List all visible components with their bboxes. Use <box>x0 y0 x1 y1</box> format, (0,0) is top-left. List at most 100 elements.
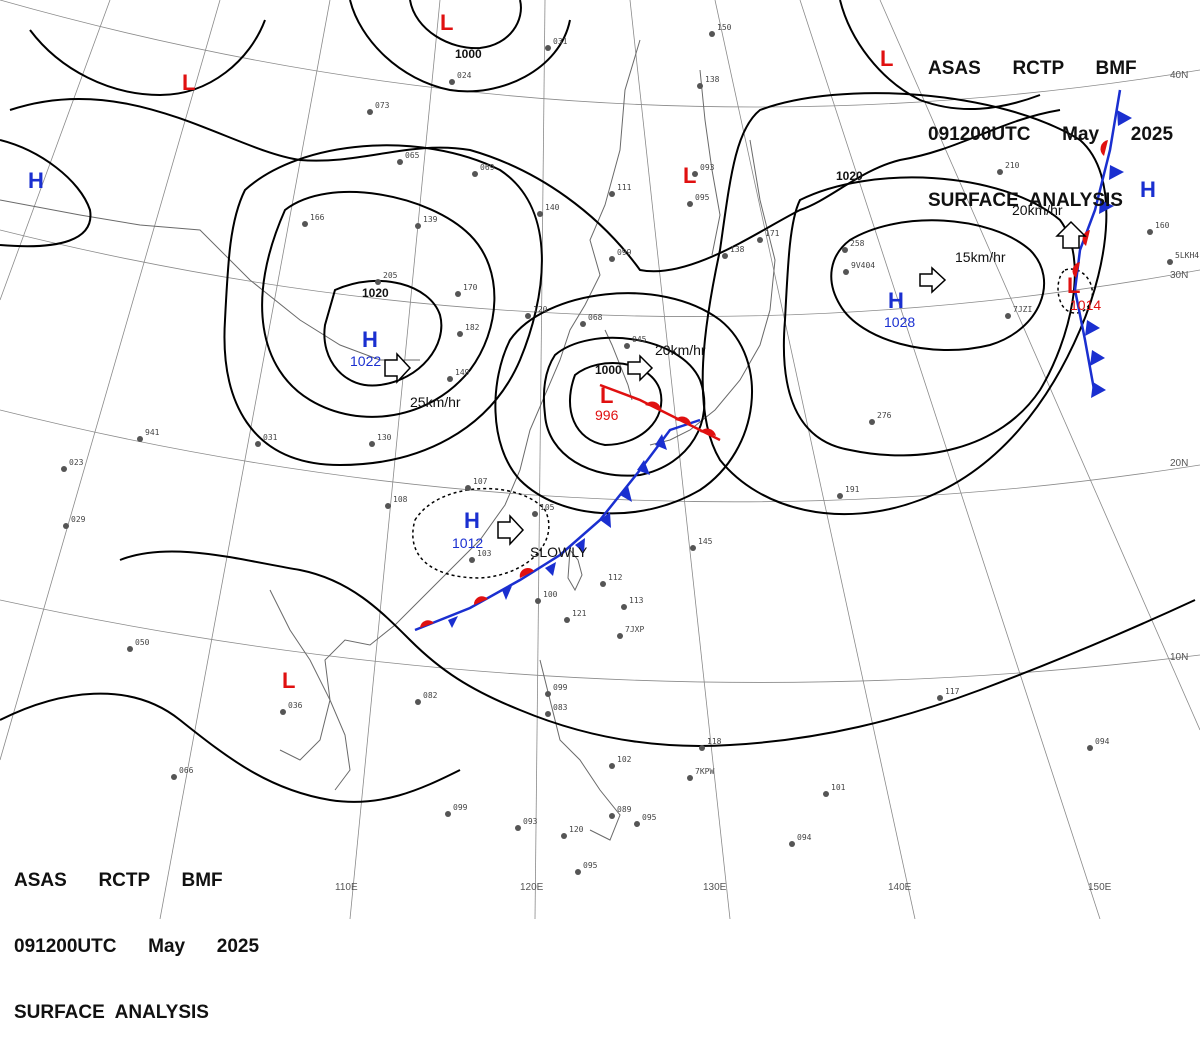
station-label: 023 <box>69 458 84 467</box>
station-label: 095 <box>642 813 657 822</box>
station-label: 065 <box>405 151 420 160</box>
isobar-h1012 <box>412 487 550 579</box>
coast-sakhalin <box>699 69 721 256</box>
station-marker <box>449 79 455 85</box>
parallel-40n <box>0 0 1200 108</box>
meridian-100e <box>159 0 331 919</box>
isobar-labels: 1000 1020 1000 1020 <box>362 47 863 377</box>
h-symbol: H <box>1140 177 1156 202</box>
station-marker <box>843 269 849 275</box>
motion-labels: 25km/hr SLOWLY 20km/hr 15km/hr 20km/hr <box>410 202 1063 560</box>
lat-label: 20N <box>1170 458 1188 469</box>
station-label: 150 <box>717 23 732 32</box>
station-label: 9V404 <box>851 261 875 270</box>
station-marker <box>537 211 543 217</box>
lat-label: 40N <box>1170 70 1188 81</box>
station-label: 031 <box>553 37 568 46</box>
station-label: 045 <box>632 335 647 344</box>
h-symbol: H <box>888 288 904 313</box>
station-marker <box>634 821 640 827</box>
l-symbol: L <box>440 10 453 35</box>
station-marker <box>709 31 715 37</box>
station-label: 103 <box>477 549 492 558</box>
station-marker <box>609 813 615 819</box>
meridian-130e <box>629 0 731 919</box>
station-marker <box>757 237 763 243</box>
station-marker <box>455 291 461 297</box>
station-label: 099 <box>553 683 568 692</box>
station-label: 276 <box>877 411 892 420</box>
station-marker <box>600 581 606 587</box>
station-marker <box>127 646 133 652</box>
isobar-ne <box>839 0 1041 111</box>
station-label: 073 <box>375 101 390 110</box>
header-line2: 091200UTC May 2025 <box>928 124 1174 145</box>
arrow-h1028 <box>919 266 947 294</box>
meridian-160e <box>879 0 1200 731</box>
station-marker <box>617 633 623 639</box>
coast-japan <box>649 139 776 446</box>
station-marker <box>63 523 69 529</box>
l-symbol: L <box>182 70 195 95</box>
station-marker <box>621 604 627 610</box>
station-label: 117 <box>945 687 960 696</box>
station-marker <box>472 171 478 177</box>
station-plots: 031 024 073 065 069 111 140 150 138 093 095 139 166 2… <box>61 23 1199 875</box>
station-marker <box>465 485 471 491</box>
station-label: 140 <box>545 203 560 212</box>
isobar-h1028-3 <box>701 92 1108 516</box>
station-label: 102 <box>617 755 632 764</box>
l-symbol: L <box>880 46 893 71</box>
motion-label: 20km/hr <box>655 342 706 358</box>
weather-map: H 1022 H 1012 H 1028 H H L 996 L 1014 L … <box>0 0 1200 919</box>
station-label: 113 <box>629 596 644 605</box>
station-label: 118 <box>707 737 722 746</box>
station-label: 066 <box>179 766 194 775</box>
h-value: 1028 <box>884 314 915 330</box>
isobar-h1028-1020 <box>782 176 1076 457</box>
station-marker <box>789 841 795 847</box>
station-label: 105 <box>540 503 555 512</box>
station-label: 089 <box>617 805 632 814</box>
station-label: 095 <box>583 861 598 870</box>
station-marker <box>690 545 696 551</box>
station-marker <box>535 598 541 604</box>
station-marker <box>171 774 177 780</box>
station-marker <box>1087 745 1093 751</box>
meridian-120e <box>534 0 546 919</box>
isobar-label: 1020 <box>836 169 863 183</box>
station-label: 130 <box>377 433 392 442</box>
station-label: 170 <box>463 283 478 292</box>
station-marker <box>385 503 391 509</box>
station-marker <box>823 791 829 797</box>
meridian-150e <box>799 0 1101 919</box>
parallel-20n <box>0 409 1200 503</box>
h-value: 1012 <box>452 535 483 551</box>
lat-label: 30N <box>1170 270 1188 281</box>
station-marker <box>1167 259 1173 265</box>
station-marker <box>687 201 693 207</box>
isobar-label: 1000 <box>595 363 622 377</box>
motion-arrows <box>384 220 1087 546</box>
station-marker <box>545 711 551 717</box>
station-label: 139 <box>423 215 438 224</box>
isobar-nw <box>0 139 92 248</box>
grid-labels: 110E 120E 130E 140E 150E 40N 30N 20N 10N <box>335 70 1188 893</box>
meridian-140e <box>714 0 916 919</box>
station-marker <box>609 256 615 262</box>
station-marker <box>445 811 451 817</box>
isobar-h1022-3 <box>223 144 543 467</box>
station-label: 5LKH4 <box>1175 251 1199 260</box>
station-marker <box>397 159 403 165</box>
station-marker <box>375 279 381 285</box>
station-label: 101 <box>831 783 846 792</box>
station-label: 108 <box>393 495 408 504</box>
station-marker <box>937 695 943 701</box>
station-label: 210 <box>1005 161 1020 170</box>
station-marker <box>687 775 693 781</box>
lon-label: 120E <box>520 882 544 893</box>
station-marker <box>842 247 848 253</box>
motion-label: 25km/hr <box>410 394 461 410</box>
station-label: 093 <box>700 163 715 172</box>
l-symbol: L <box>282 668 295 693</box>
